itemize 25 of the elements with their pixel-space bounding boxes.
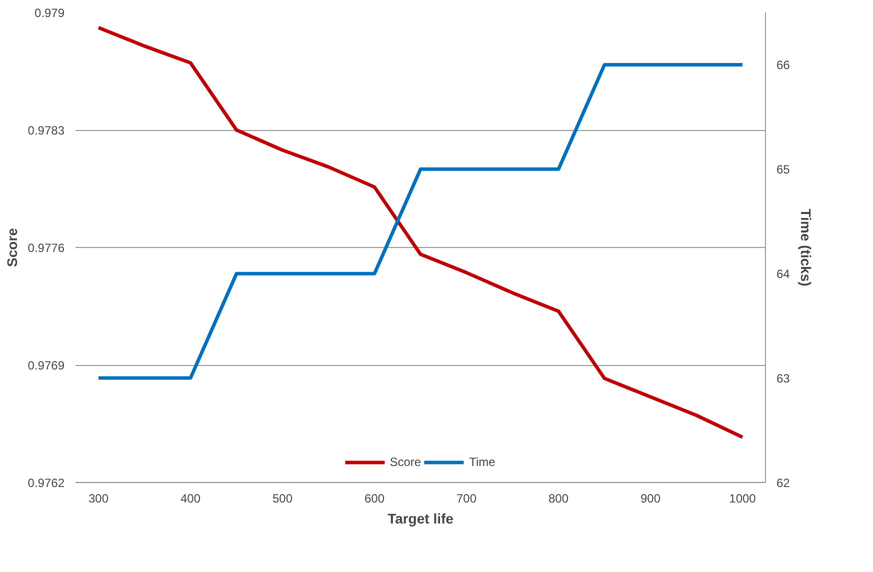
x-axis-title: Target life [388, 510, 454, 526]
y-tick-label: 0.9776 [28, 241, 65, 255]
x-tick-label: 900 [640, 492, 661, 506]
x-tick-label: 600 [364, 492, 385, 506]
y-tick-label: 0.9762 [28, 476, 65, 490]
y2-tick-label: 66 [776, 58, 790, 72]
x-tick-label: 300 [88, 492, 109, 506]
y2-tick-label: 64 [776, 267, 790, 282]
x-tick-label: 800 [548, 492, 569, 506]
y2-axis-title: Time (ticks) [798, 208, 814, 286]
y2-tick-label: 65 [776, 162, 790, 177]
y-tick-label: 0.9769 [28, 358, 65, 372]
x-tick-label: 700 [456, 492, 477, 506]
x-tick-label: 1000 [729, 492, 756, 506]
y-tick-label: 0.979 [34, 6, 65, 20]
y-tick-label: 0.9783 [28, 124, 65, 138]
legend-label: Time [469, 455, 496, 469]
x-tick-label: 400 [180, 492, 201, 506]
line-series [96, 62, 744, 380]
legend-label: Score [390, 455, 422, 469]
y2-tick-label: 62 [776, 476, 790, 490]
y2-tick-label: 63 [776, 372, 790, 386]
x-tick-label: 500 [272, 492, 293, 506]
line-series [96, 26, 744, 439]
y-axis-title: Score [4, 228, 20, 267]
